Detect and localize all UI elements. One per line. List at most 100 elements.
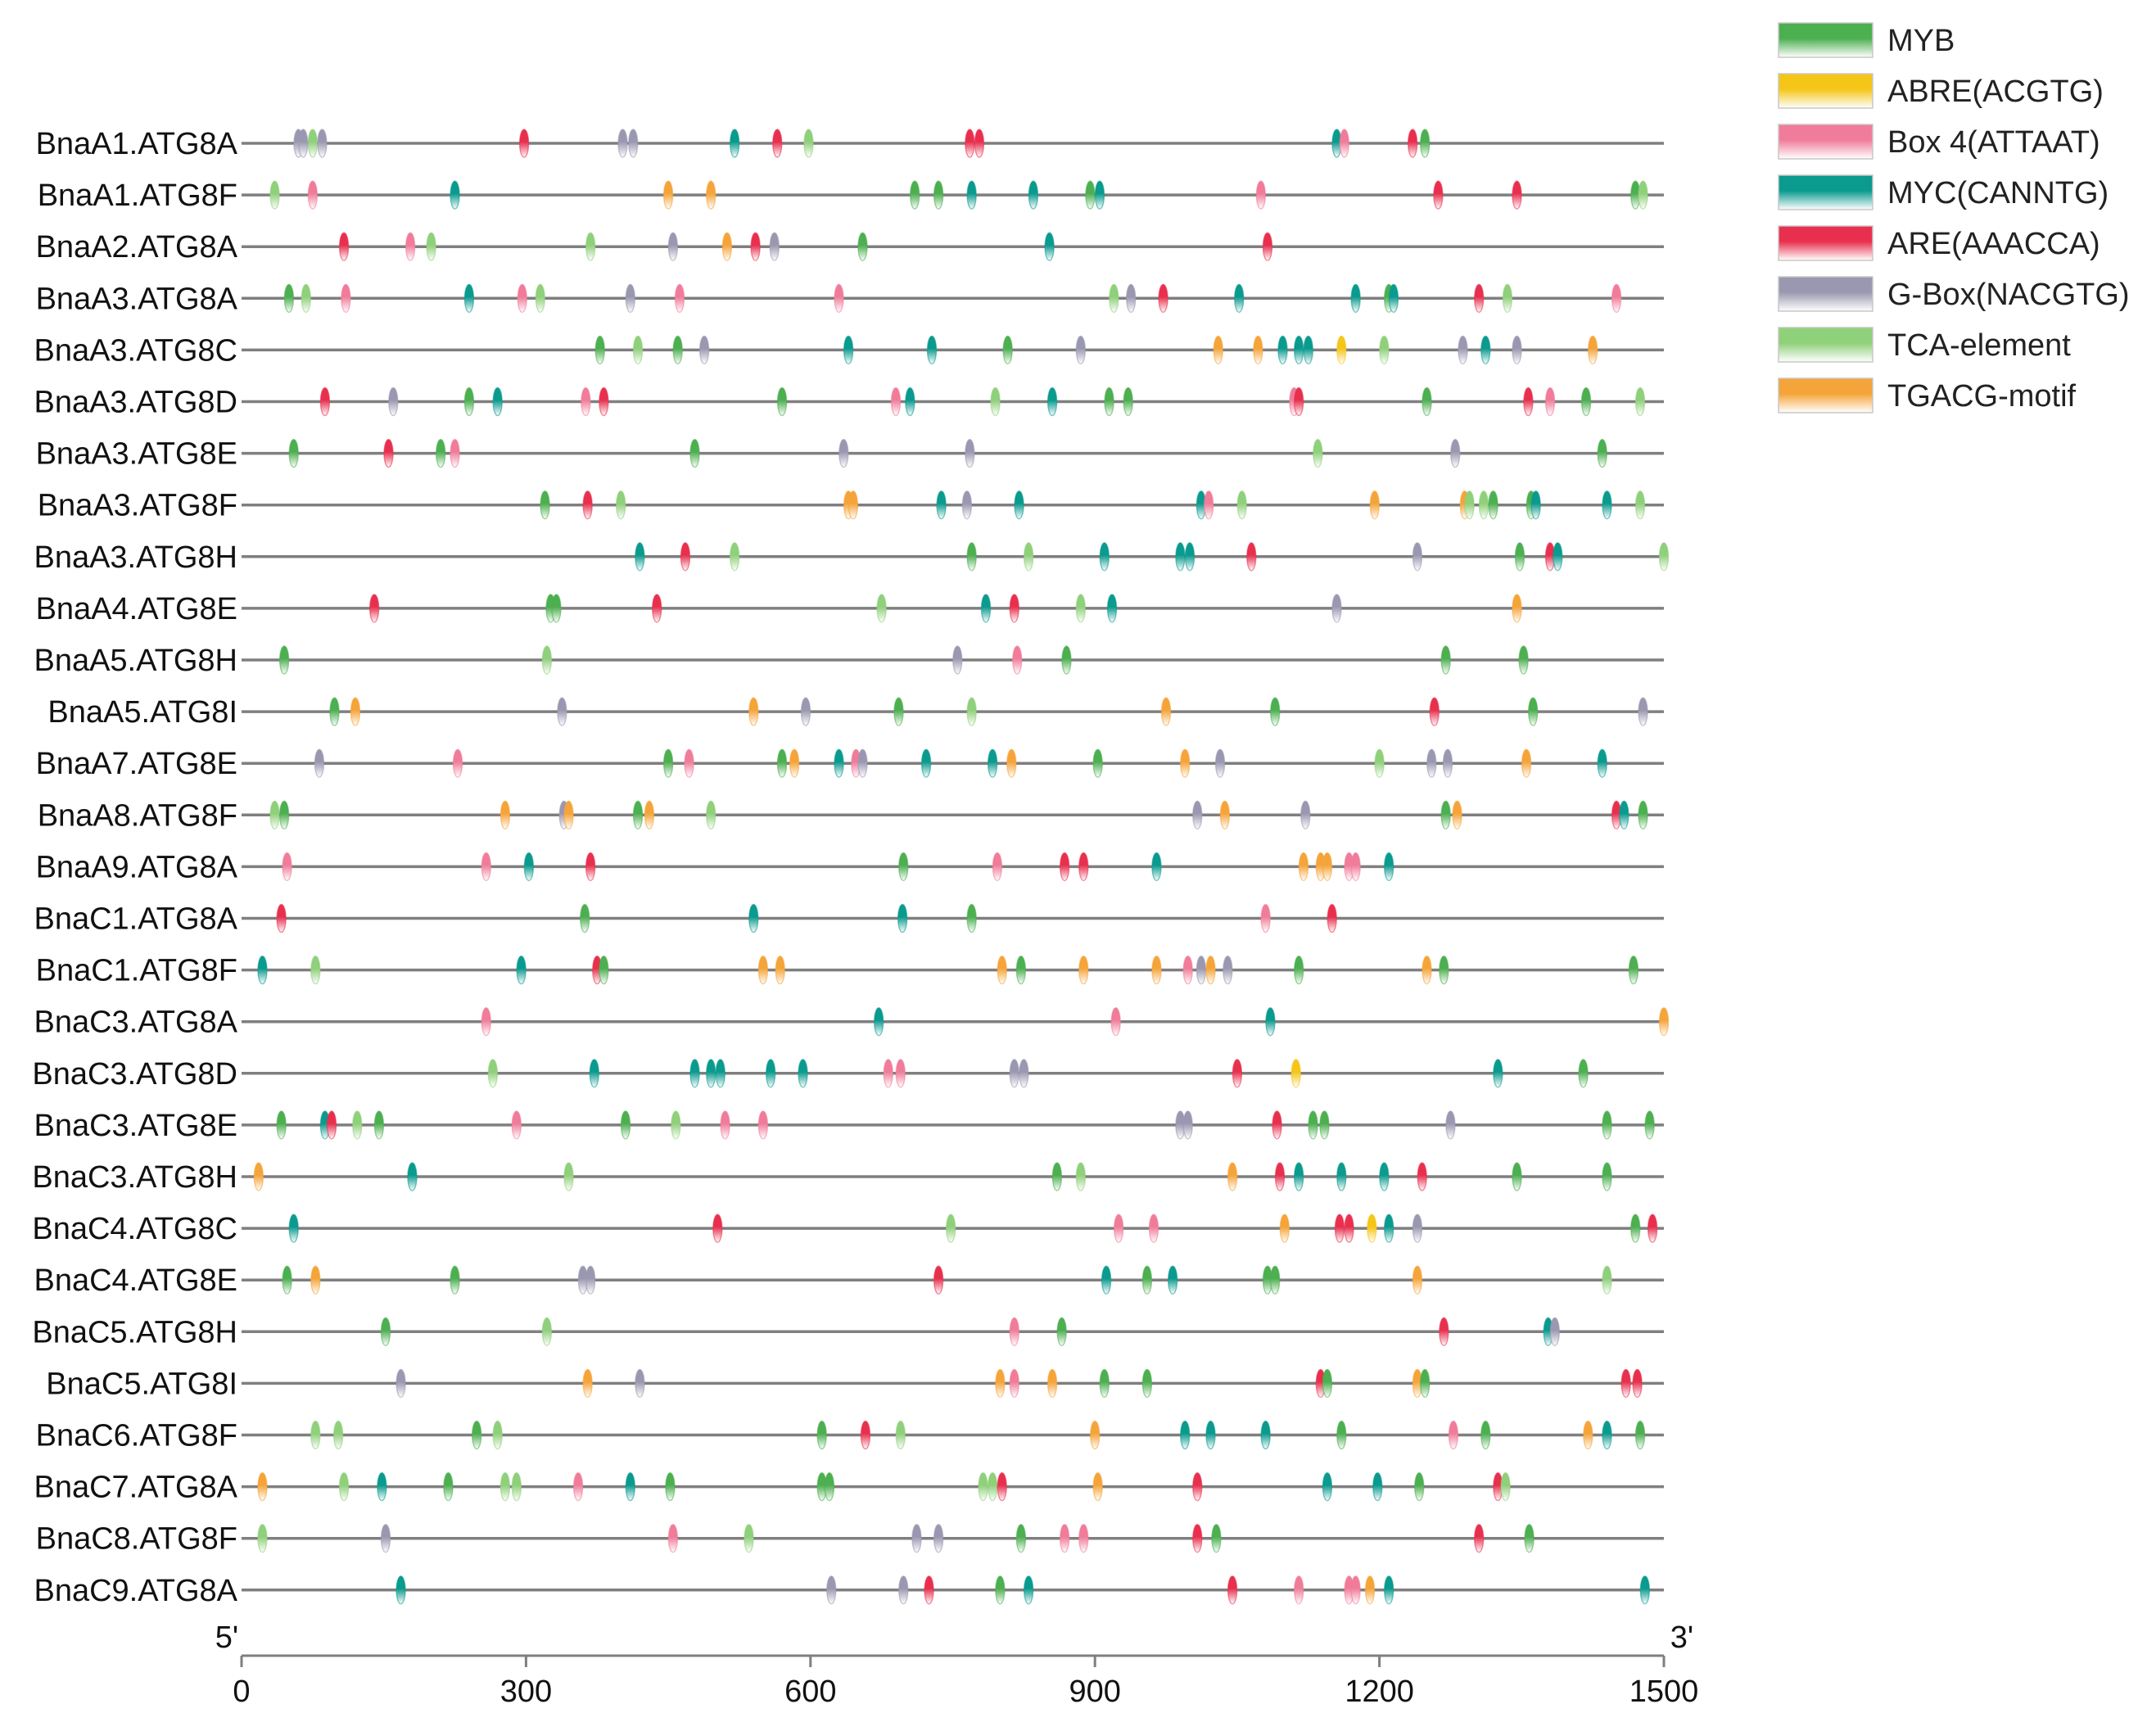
motif-myb bbox=[1578, 1059, 1589, 1088]
motif-myc bbox=[748, 903, 759, 933]
motif-are bbox=[652, 594, 662, 623]
motif-are bbox=[383, 438, 394, 468]
legend-swatch-myc bbox=[1778, 174, 1874, 210]
motif-myb bbox=[1440, 800, 1451, 829]
motif-are bbox=[1344, 1214, 1354, 1243]
motif-gbox bbox=[1214, 748, 1226, 778]
motif-gbox bbox=[933, 1523, 944, 1553]
motif-tgacg bbox=[644, 800, 655, 829]
motif-box4 bbox=[1203, 490, 1214, 520]
motif-gbox bbox=[585, 1265, 596, 1295]
motif-myc bbox=[492, 386, 503, 417]
motif-tca bbox=[1374, 748, 1385, 778]
motif-tgacg bbox=[997, 955, 1007, 985]
motif-myb bbox=[665, 1471, 676, 1502]
motif-tgacg bbox=[721, 232, 733, 261]
motif-myc bbox=[288, 1214, 299, 1243]
gene-row: BnaA1.ATG8F bbox=[38, 179, 1664, 213]
gene-label: BnaA1.ATG8A bbox=[36, 127, 238, 161]
gene-label: BnaA3.ATG8F bbox=[38, 489, 237, 523]
gene-row: BnaC3.ATG8E bbox=[34, 1109, 1664, 1143]
motif-box4 bbox=[511, 1110, 522, 1140]
motif-myb bbox=[276, 1110, 287, 1140]
motif-myb bbox=[1061, 645, 1072, 675]
gene-label: BnaA4.ATG8E bbox=[36, 592, 237, 626]
motif-gbox bbox=[317, 129, 328, 158]
motif-are bbox=[599, 386, 609, 417]
motif-myc bbox=[1094, 180, 1105, 210]
motif-tgacg bbox=[1583, 1420, 1593, 1450]
motif-tca bbox=[310, 955, 321, 985]
gene-label: BnaA1.ATG8F bbox=[38, 179, 237, 213]
motif-myb bbox=[278, 645, 290, 675]
motif-tca bbox=[729, 542, 740, 572]
legend-swatch-tca bbox=[1778, 327, 1874, 363]
motif-tca bbox=[487, 1059, 499, 1088]
gene-row: BnaC4.ATG8C bbox=[32, 1212, 1664, 1246]
motif-tca bbox=[269, 800, 280, 829]
motif-myb bbox=[1518, 645, 1529, 675]
gene-row: BnaA3.ATG8H bbox=[34, 540, 1670, 575]
motif-box4 bbox=[1009, 1317, 1019, 1347]
motif-myb bbox=[329, 697, 340, 726]
motif-myb bbox=[380, 1317, 391, 1347]
motif-gbox bbox=[1182, 1110, 1193, 1140]
motif-gbox bbox=[1549, 1317, 1561, 1347]
motif-myc bbox=[1619, 800, 1629, 829]
motif-myc bbox=[516, 955, 527, 985]
motif-myb bbox=[1638, 800, 1648, 829]
motif-myb bbox=[283, 283, 295, 313]
motif-box4 bbox=[1255, 180, 1267, 210]
motif-gbox bbox=[1300, 800, 1311, 829]
motif-myb bbox=[995, 1575, 1006, 1605]
motif-gbox bbox=[1638, 697, 1648, 726]
motif-box4 bbox=[834, 283, 844, 313]
motif-gbox bbox=[1009, 1059, 1019, 1088]
motif-myb bbox=[1630, 1214, 1641, 1243]
motif-box4 bbox=[720, 1110, 730, 1140]
motif-gbox bbox=[1442, 748, 1453, 778]
motif-myc bbox=[920, 748, 932, 778]
motif-myc bbox=[798, 1059, 808, 1088]
motif-tgacg bbox=[257, 1471, 268, 1502]
motif-box4 bbox=[667, 1523, 679, 1553]
motif-gbox bbox=[857, 748, 868, 778]
motif-myb bbox=[1488, 490, 1498, 520]
motif-myc bbox=[463, 283, 475, 313]
motif-tgacg bbox=[563, 800, 574, 829]
gene-row: BnaA5.ATG8I bbox=[47, 695, 1664, 730]
motif-myc bbox=[1014, 490, 1024, 520]
motif-myc bbox=[257, 955, 268, 985]
motif-myb bbox=[599, 955, 609, 985]
legend-label-myb: MYB bbox=[1887, 24, 1955, 58]
motif-are bbox=[1059, 852, 1070, 882]
motif-myc bbox=[936, 490, 947, 520]
motif-gbox bbox=[1426, 748, 1437, 778]
motif-are bbox=[933, 1265, 944, 1295]
gene-label: BnaA5.ATG8I bbox=[47, 695, 237, 730]
motif-tgacg bbox=[1227, 1162, 1238, 1191]
motif-tgacg bbox=[775, 955, 785, 985]
motif-myc bbox=[1099, 542, 1110, 572]
motif-are bbox=[319, 386, 331, 417]
legend-label-box4: Box 4(ATTAAT) bbox=[1887, 125, 2100, 160]
motif-tca bbox=[1500, 1471, 1511, 1502]
motif-tca bbox=[1478, 490, 1489, 520]
motif-box4 bbox=[1611, 283, 1622, 313]
motif-tgacg bbox=[1658, 1006, 1670, 1037]
motif-are bbox=[1293, 386, 1304, 417]
motif-myc bbox=[1303, 335, 1313, 365]
gene-row: BnaA2.ATG8A bbox=[36, 230, 1664, 264]
motif-tgacg bbox=[847, 490, 859, 520]
motif-box4 bbox=[1448, 1420, 1459, 1450]
motif-tgacg bbox=[662, 180, 674, 210]
motif-myb bbox=[1580, 386, 1592, 417]
motif-myb bbox=[1514, 542, 1525, 572]
motif-myc bbox=[765, 1059, 776, 1088]
motif-tca bbox=[803, 129, 814, 158]
motif-are bbox=[1334, 1214, 1345, 1243]
motif-myc bbox=[1234, 283, 1245, 313]
gene-row: BnaC4.ATG8E bbox=[34, 1263, 1664, 1298]
motif-are bbox=[1009, 594, 1019, 623]
motif-are bbox=[582, 490, 593, 520]
